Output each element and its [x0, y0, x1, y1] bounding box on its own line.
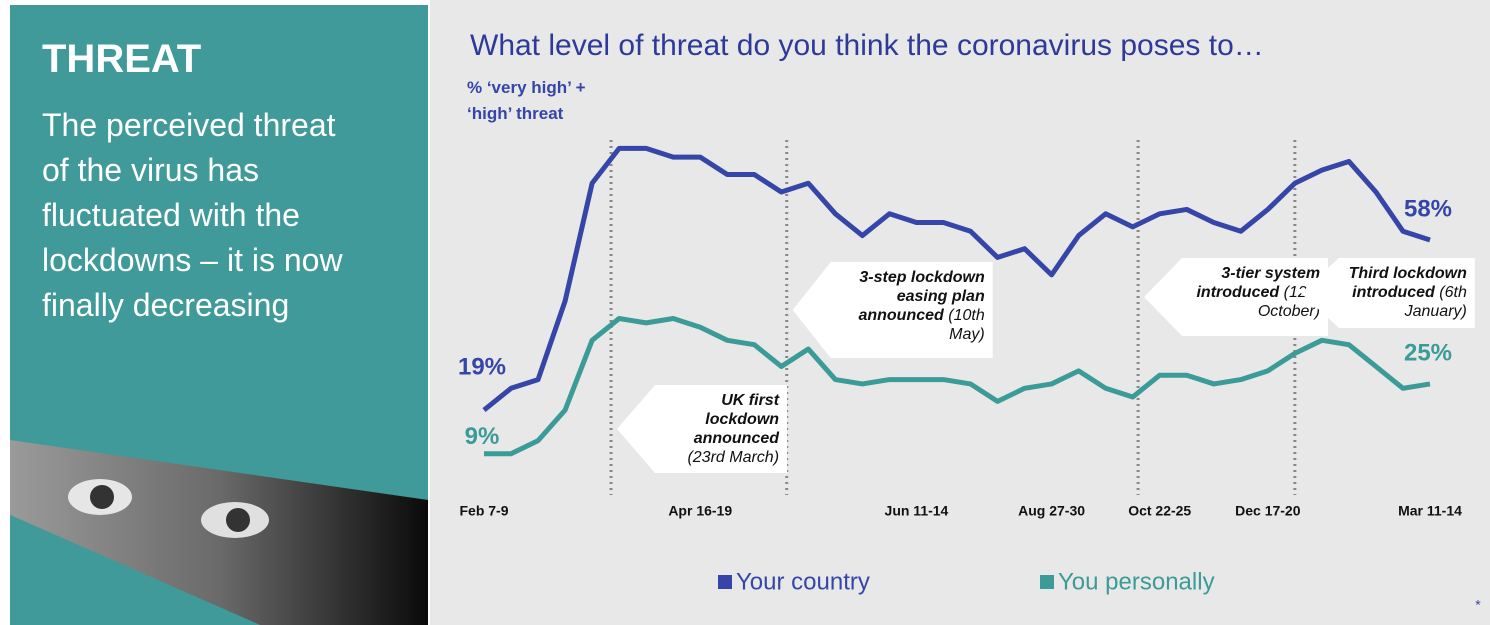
side-panel: THREAT The perceived threat of the virus … [10, 5, 428, 625]
x-tick-label: Feb 7-9 [459, 503, 508, 519]
annotation-text: Third lockdown introduced [1348, 265, 1467, 301]
x-tick-label: Jun 11-14 [885, 503, 949, 519]
value-label: 58% [1404, 195, 1452, 222]
annotation-note: (23rd March) [687, 449, 780, 466]
panel-line: finally decreasing [42, 287, 290, 323]
chart-title: What level of threat do you think the co… [470, 29, 1264, 62]
footnote: * [1475, 597, 1481, 613]
panel-line: fluctuated with the [42, 197, 300, 233]
panel-line: The perceived threat [42, 107, 336, 143]
value-label: 19% [458, 353, 506, 380]
panel-line: of the virus has [42, 152, 259, 188]
value-label: 9% [465, 423, 500, 450]
legend-swatch [1040, 575, 1054, 589]
annotation: UK first lockdown announced (23rd March) [617, 385, 788, 473]
line [482, 145, 1431, 413]
line [484, 316, 1431, 457]
y-axis-label: % ‘very high’ + ‘high’ threat [467, 78, 586, 123]
value-label: 25% [1404, 339, 1452, 366]
legend-label: You personally [1058, 568, 1215, 595]
x-tick-label: Mar 11-14 [1398, 503, 1462, 519]
annotation-text: 3-step lockdown easing plan announced [858, 269, 985, 324]
annotation: 3-step lockdown easing plan announced (1… [792, 262, 993, 358]
panel-body: The perceived threat of the virus has fluc… [42, 103, 343, 328]
x-tick-label: Oct 22-25 [1128, 503, 1191, 519]
annotation-note: (10th May) [948, 307, 985, 343]
x-tick-label: Apr 16-19 [668, 503, 732, 519]
annotation-text: UK first lockdown announced [693, 392, 780, 447]
x-tick-label: Aug 27-30 [1018, 503, 1085, 519]
annotation: 3-tier system introduced (12th October) [1144, 258, 1329, 336]
x-tick-label: Dec 17-20 [1235, 503, 1301, 519]
photo [10, 440, 428, 625]
annotation-text: 3-tier system introduced [1196, 265, 1321, 301]
legend-swatch [718, 575, 732, 589]
panel-heading: THREAT [42, 37, 202, 81]
panel-line: lockdowns – it is now [42, 242, 343, 278]
annotation-note: (6th January) [1404, 284, 1467, 320]
annotation: Third lockdown introduced (6th January) [1300, 258, 1475, 328]
legend-label: Your country [736, 568, 870, 595]
